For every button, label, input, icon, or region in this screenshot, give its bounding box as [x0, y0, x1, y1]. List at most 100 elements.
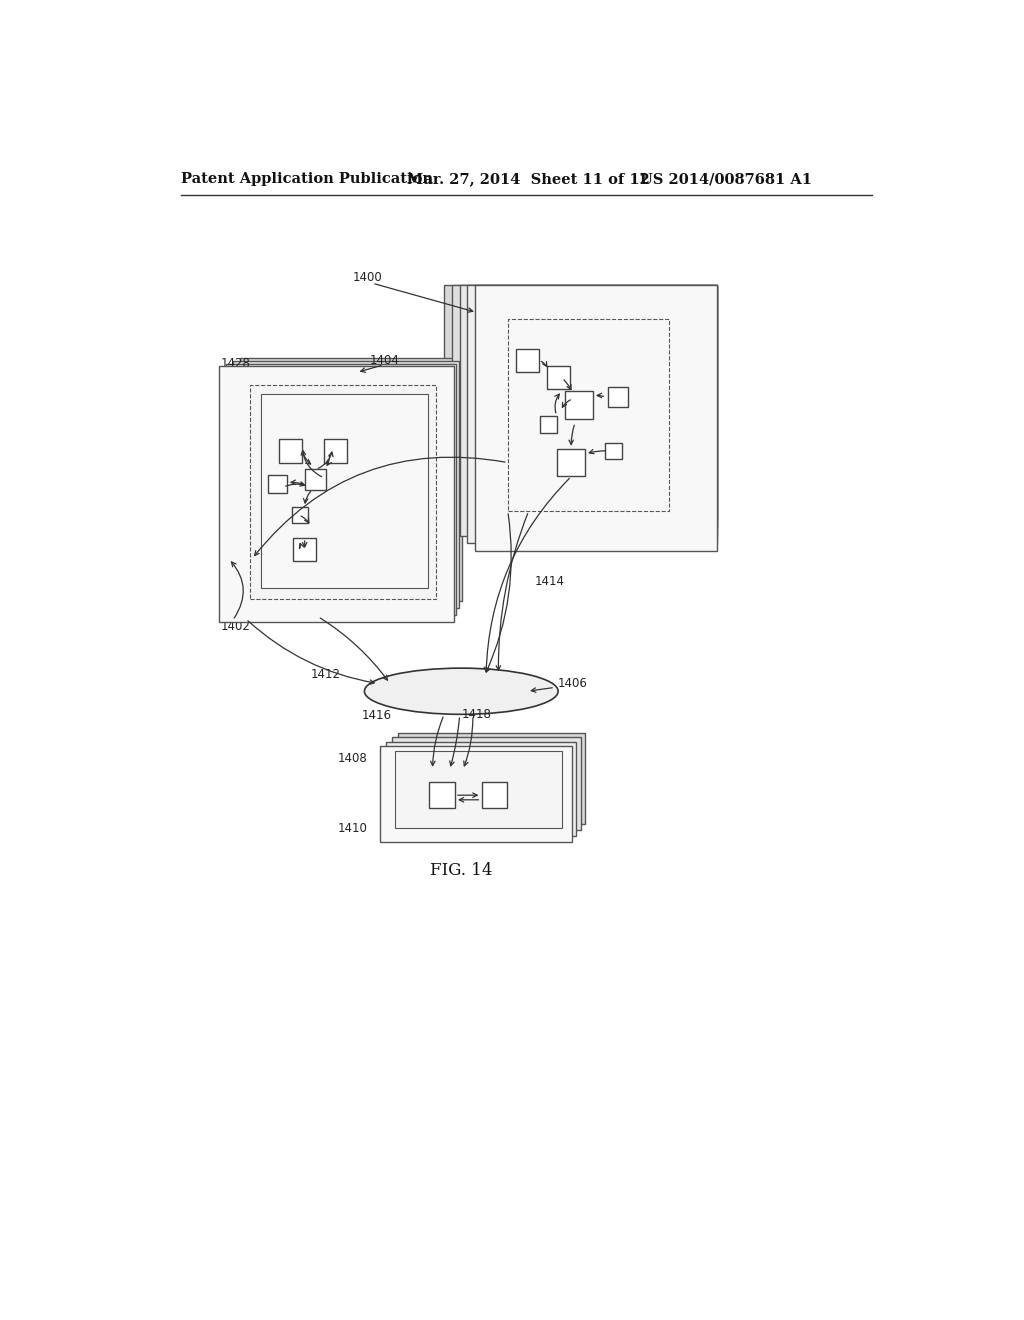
Text: 1456: 1456 — [595, 453, 625, 465]
Text: 1442: 1442 — [309, 510, 339, 523]
Text: Patent Application Publication: Patent Application Publication — [180, 172, 433, 186]
FancyArrowPatch shape — [303, 454, 310, 465]
Text: 1426: 1426 — [221, 611, 251, 624]
FancyArrowPatch shape — [450, 718, 460, 766]
Bar — [481, 783, 507, 808]
Text: 1450: 1450 — [602, 391, 632, 404]
Text: 1446: 1446 — [251, 478, 281, 491]
FancyArrowPatch shape — [459, 797, 478, 803]
FancyArrowPatch shape — [484, 478, 569, 672]
Text: 1424: 1424 — [506, 771, 536, 784]
Bar — [540, 416, 557, 433]
FancyArrowPatch shape — [231, 562, 244, 618]
Bar — [557, 449, 586, 477]
Bar — [452, 285, 717, 528]
Bar — [508, 318, 669, 511]
Bar — [251, 385, 436, 599]
Text: 1412: 1412 — [311, 668, 341, 681]
FancyArrowPatch shape — [569, 425, 574, 445]
Text: FIG. 14: FIG. 14 — [430, 862, 493, 879]
Bar — [547, 367, 569, 389]
Text: US 2014/0087681 A1: US 2014/0087681 A1 — [640, 172, 811, 186]
Text: 1436: 1436 — [328, 482, 357, 495]
FancyArrowPatch shape — [291, 480, 303, 484]
FancyArrowPatch shape — [497, 513, 527, 671]
Bar — [305, 470, 326, 490]
Text: 1408: 1408 — [337, 752, 367, 766]
Bar — [386, 742, 577, 836]
Bar — [605, 442, 623, 459]
Bar — [219, 367, 454, 622]
Bar — [395, 751, 562, 829]
Bar — [268, 475, 287, 494]
Text: 1420: 1420 — [432, 772, 463, 785]
Bar — [444, 285, 717, 520]
Text: 1410: 1410 — [337, 822, 368, 834]
Text: 1402: 1402 — [221, 620, 251, 634]
Text: 1458: 1458 — [630, 383, 659, 396]
Bar — [392, 738, 581, 830]
FancyArrowPatch shape — [597, 393, 603, 397]
Bar — [398, 733, 585, 824]
Text: 1454: 1454 — [571, 354, 601, 367]
Bar — [293, 539, 316, 561]
Text: 1452: 1452 — [552, 342, 582, 355]
FancyArrowPatch shape — [542, 362, 547, 367]
FancyArrowPatch shape — [301, 450, 322, 477]
Bar — [280, 440, 302, 462]
Bar — [515, 348, 539, 372]
Bar — [226, 363, 457, 615]
Text: 1440: 1440 — [302, 429, 332, 442]
Text: 1418: 1418 — [461, 708, 492, 721]
FancyArrowPatch shape — [589, 450, 606, 454]
FancyArrowPatch shape — [327, 455, 332, 465]
Bar — [607, 387, 628, 407]
FancyArrowPatch shape — [318, 451, 333, 469]
Bar — [233, 360, 459, 609]
Text: 1422: 1422 — [528, 777, 559, 791]
FancyArrowPatch shape — [375, 284, 473, 313]
FancyArrowPatch shape — [458, 793, 477, 797]
Bar — [292, 507, 308, 523]
FancyArrowPatch shape — [486, 513, 511, 672]
Bar — [565, 391, 593, 418]
Text: 1460: 1460 — [520, 416, 550, 428]
Text: 1444: 1444 — [331, 473, 361, 486]
Bar — [261, 395, 428, 589]
FancyArrowPatch shape — [255, 457, 505, 556]
FancyArrowPatch shape — [562, 400, 570, 408]
Ellipse shape — [365, 668, 558, 714]
Bar — [429, 783, 455, 808]
Text: 1414: 1414 — [535, 576, 565, 589]
FancyArrowPatch shape — [555, 395, 559, 413]
FancyArrowPatch shape — [301, 516, 309, 523]
Bar — [467, 285, 717, 544]
FancyArrowPatch shape — [303, 491, 310, 503]
Bar — [460, 285, 717, 536]
FancyArrowPatch shape — [430, 717, 443, 766]
Text: Mar. 27, 2014  Sheet 11 of 12: Mar. 27, 2014 Sheet 11 of 12 — [407, 172, 650, 186]
Bar — [380, 746, 572, 842]
Text: 1432: 1432 — [659, 511, 689, 524]
FancyArrowPatch shape — [564, 380, 571, 389]
Text: 1438: 1438 — [343, 430, 373, 444]
Text: 1406: 1406 — [558, 677, 588, 690]
Bar — [241, 358, 462, 601]
Text: 1428: 1428 — [221, 358, 251, 371]
FancyArrowPatch shape — [299, 544, 304, 549]
FancyArrowPatch shape — [464, 718, 473, 766]
Text: 1430: 1430 — [642, 500, 672, 513]
Text: 1400: 1400 — [352, 271, 383, 284]
FancyArrowPatch shape — [286, 482, 304, 486]
Bar — [324, 440, 347, 462]
Text: 1434: 1434 — [315, 556, 345, 569]
Text: 1448: 1448 — [590, 467, 620, 480]
Bar — [475, 285, 717, 552]
FancyArrowPatch shape — [531, 688, 552, 692]
FancyArrowPatch shape — [248, 620, 374, 684]
FancyArrowPatch shape — [321, 618, 387, 680]
FancyArrowPatch shape — [360, 366, 381, 372]
Text: 1416: 1416 — [362, 709, 392, 722]
FancyArrowPatch shape — [302, 541, 307, 546]
Text: 1404: 1404 — [370, 354, 399, 367]
